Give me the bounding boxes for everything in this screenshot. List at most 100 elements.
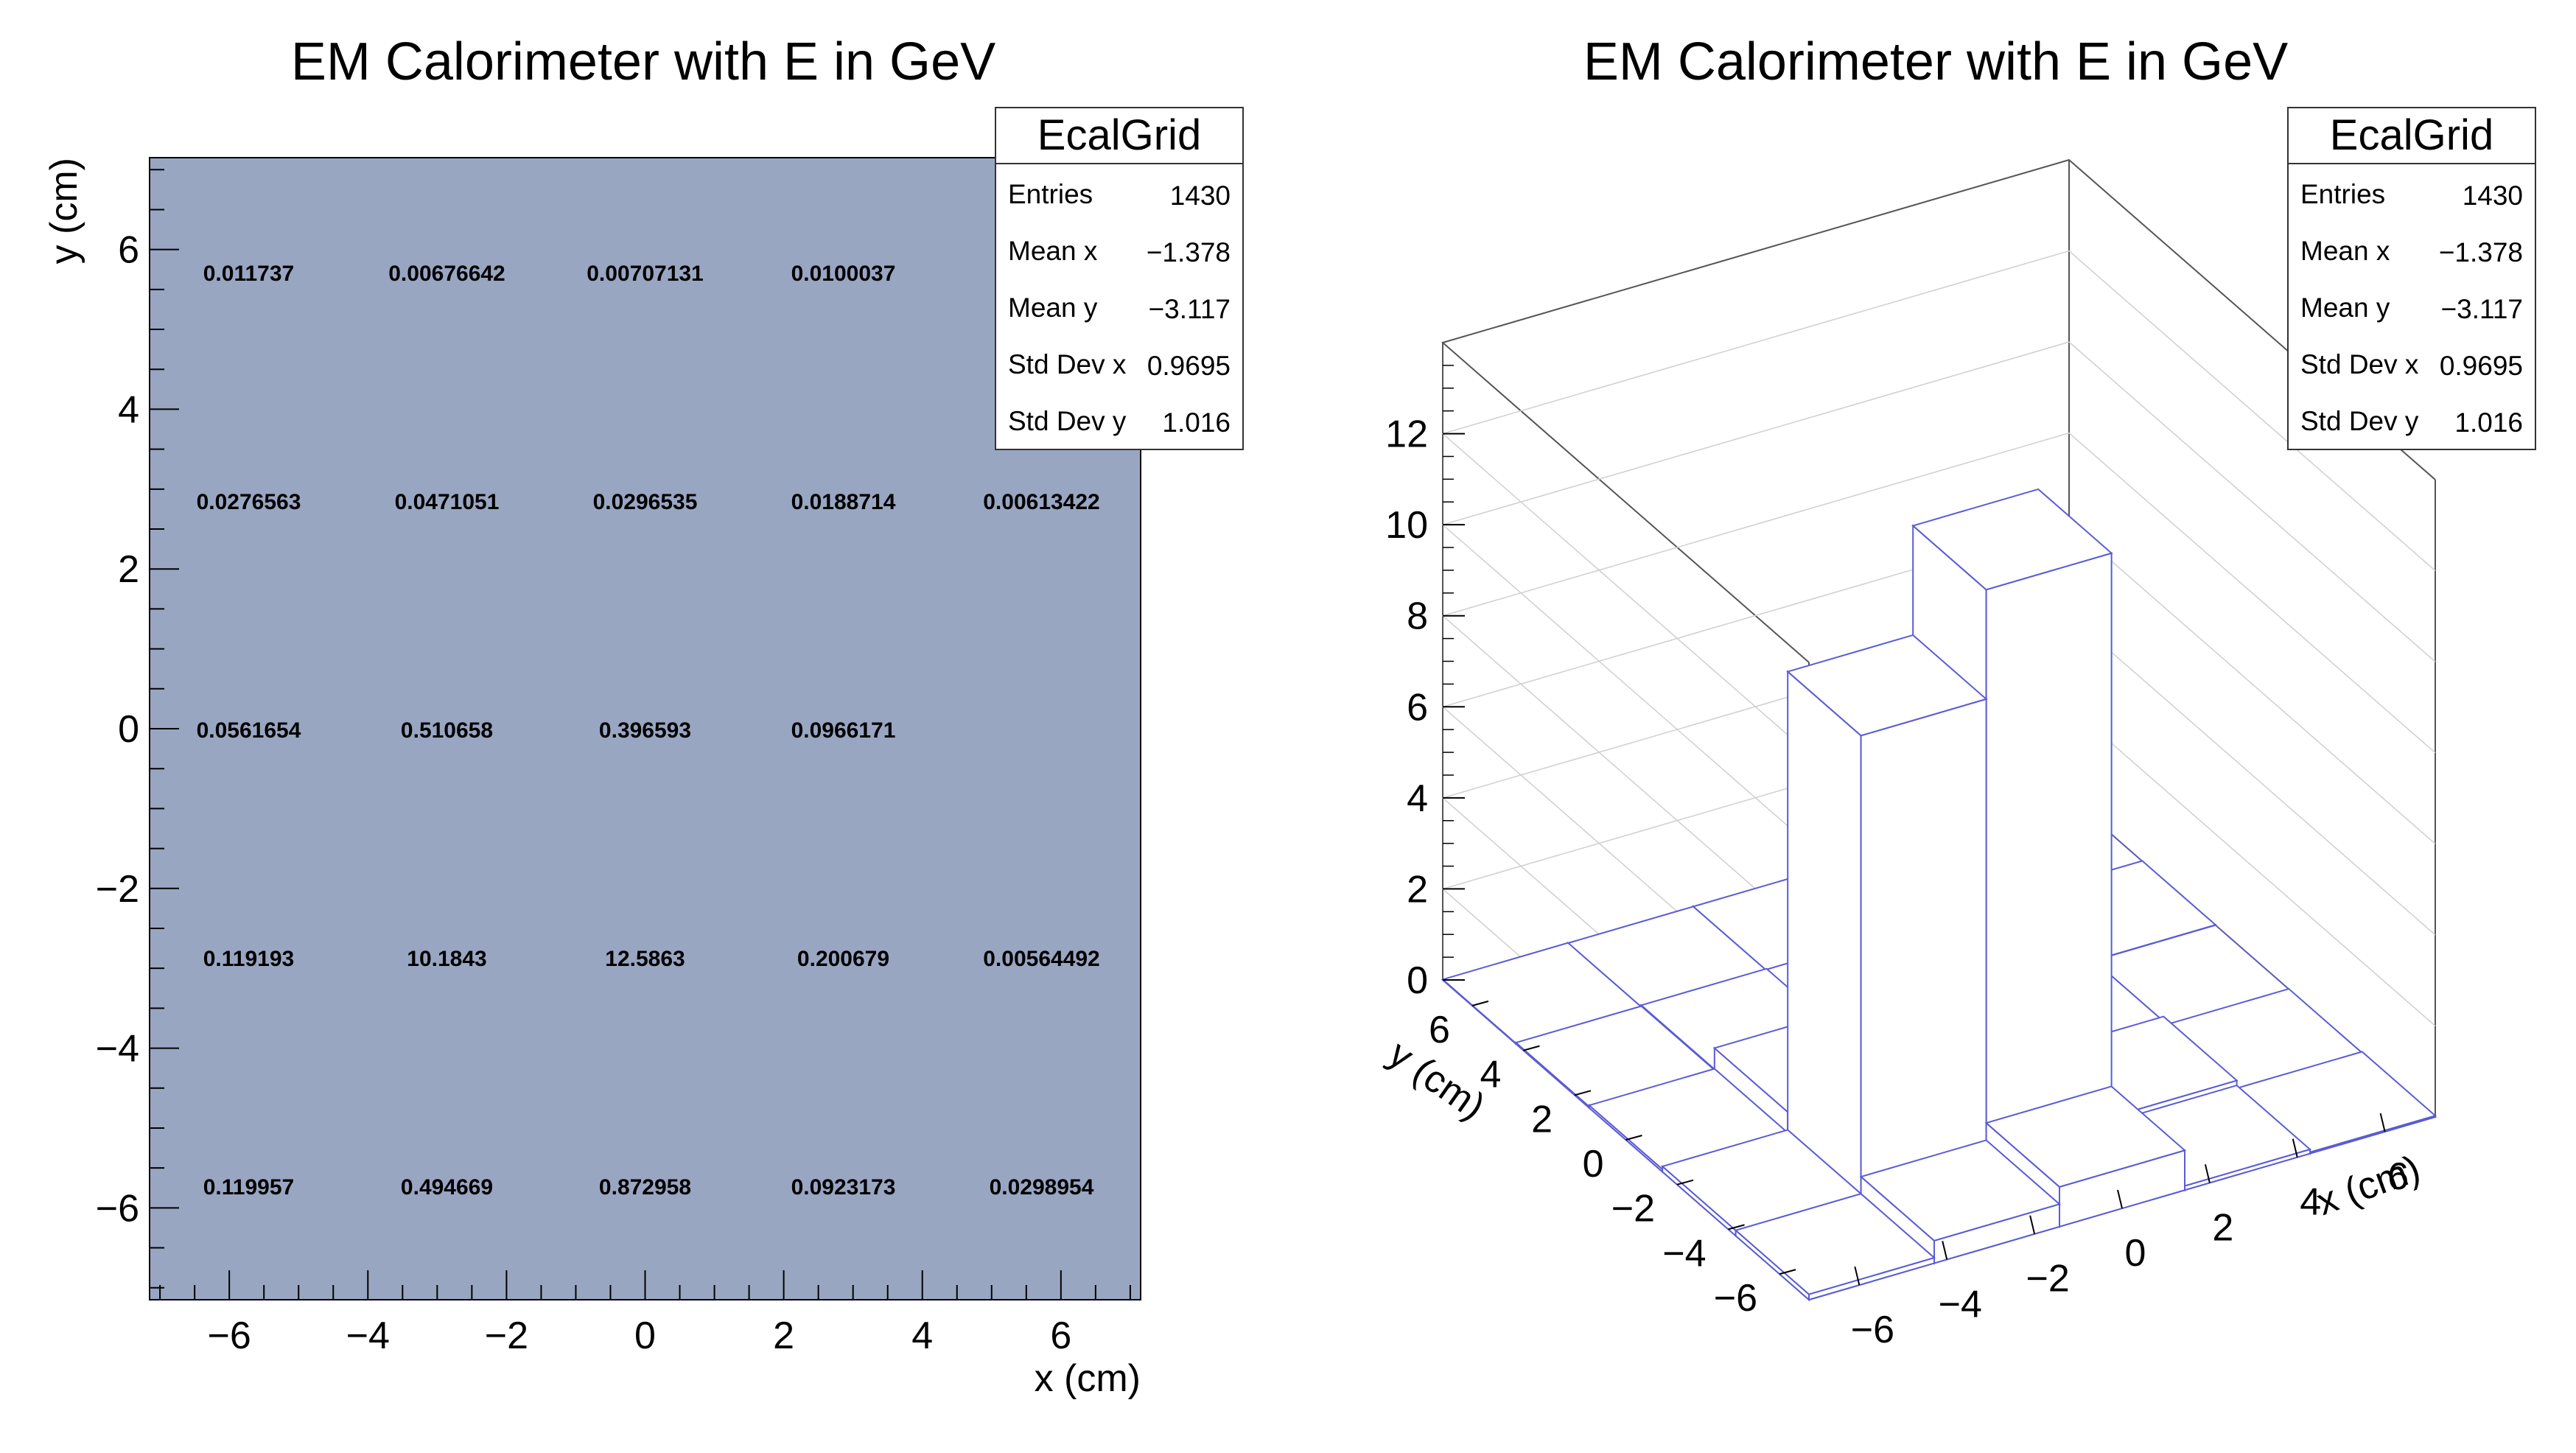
stats-value: 0.9695: [1147, 351, 1231, 381]
heatmap-cell-label: 0.872958: [599, 1175, 691, 1200]
lego-y-tick: [1523, 1045, 1540, 1051]
lego-y-tick-label: −4: [1662, 1232, 1706, 1275]
stats-row-mean-x: Mean x −1.378: [2289, 221, 2535, 278]
stats-value: 1430: [1169, 181, 1231, 211]
lego-x-tick: [1854, 1266, 1861, 1286]
heatmap-cell-label: 0.396593: [599, 718, 691, 743]
heatmap-x-tick-label: −4: [346, 1314, 390, 1357]
heatmap-cell-label: 0.0471051: [395, 490, 500, 514]
stats-row-std-y: Std Dev y 1.016: [996, 391, 1242, 448]
heatmap-cell-label: 10.1843: [407, 947, 486, 971]
heatmap-y-tick-label: −4: [96, 1028, 139, 1071]
stats-box-right: EcalGrid Entries 1430 Mean x −1.378 Mean y…: [2287, 107, 2536, 450]
lego-gridline: [1441, 523, 2436, 1027]
stats-title: EcalGrid: [2289, 108, 2535, 164]
stats-label: Mean y: [1008, 293, 1098, 323]
lego-gridline: [1441, 341, 2436, 845]
stats-value: −3.117: [2440, 294, 2523, 324]
heatmap-cell-label: 0.011737: [203, 262, 294, 286]
lego-z-tick-label: 0: [1407, 959, 1428, 1002]
lego-x-tick: [1942, 1241, 1948, 1260]
heatmap-background: [150, 158, 1141, 1300]
heatmap-y-tick-label: 6: [118, 229, 139, 272]
heatmap-x-tick-label: 6: [1050, 1314, 1071, 1357]
heatmap-y-tick-label: 0: [118, 708, 139, 751]
lego-z-tick-label: 6: [1407, 686, 1428, 729]
heatmap-x-tick-label: 0: [634, 1314, 656, 1357]
stats-row-std-y: Std Dev y 1.016: [2289, 391, 2535, 448]
stats-row-entries: Entries 1430: [996, 164, 1242, 221]
heatmap-cell-label: 0.0100037: [791, 262, 896, 286]
stats-label: Std Dev x: [2300, 349, 2419, 379]
lego-x-axis-label: x (cm): [2311, 1147, 2426, 1224]
heatmap-cell-label: 0.00564492: [983, 947, 1100, 971]
lego-x-tick-label: 6: [2387, 1155, 2409, 1198]
lego-x-tick-label: 2: [2212, 1206, 2233, 1249]
lego-bar-front: [1985, 552, 2113, 1164]
heatmap-y-tick-label: −6: [96, 1187, 139, 1230]
lego-bar-side: [1787, 670, 1862, 1201]
stats-label: Entries: [2300, 179, 2386, 209]
lego-z-tick-label: 4: [1407, 777, 1428, 820]
stats-label: Mean x: [1008, 236, 1098, 266]
stats-value: 0.9695: [2439, 351, 2523, 381]
stats-label: Std Dev x: [1008, 349, 1127, 379]
lego-y-tick: [1676, 1179, 1694, 1186]
lego-x-tick: [2379, 1113, 2386, 1132]
heatmap-cell-label: 0.0296535: [593, 490, 698, 514]
heatmap-axes: −6 −6 −4 −4 −2 −2 0 0 2 2 4 4 6 6: [96, 157, 1141, 1357]
lego-z-tick-label: 12: [1385, 413, 1428, 456]
heatmap-y-axis-label: y (cm): [43, 158, 85, 264]
lego-y-tick-label: 0: [1583, 1143, 1604, 1186]
lego-x-tick-label: 0: [2125, 1232, 2146, 1275]
stats-row-mean-y: Mean y −3.117: [996, 278, 1242, 335]
lego-x-tick: [2029, 1215, 2036, 1234]
lego-y-tick: [1728, 1224, 1745, 1230]
heatmap-cells: 0.011737 0.00676642 0.00707131 0.0100037 0.0…: [150, 158, 1141, 1300]
heatmap-cell-label: 0.510658: [401, 718, 493, 743]
heatmap-cell-label: 0.0188714: [791, 490, 896, 514]
stats-value: −3.117: [1148, 294, 1231, 324]
stats-label: Entries: [1008, 179, 1093, 209]
heatmap-x-axis-label: x (cm): [1035, 1357, 1141, 1400]
lego-bar-top: [1984, 1085, 2187, 1188]
lego-x-tick: [2292, 1138, 2298, 1158]
stats-box-left: EcalGrid Entries 1430 Mean x −1.378 Mean y…: [995, 107, 1244, 450]
lego-back-top-edge: [1441, 158, 2436, 663]
lego-panel: EM Calorimeter with E in GeV 024681012−6…: [1381, 32, 2437, 1351]
heatmap-x-tick-label: −2: [485, 1314, 528, 1357]
lego-y-tick-label: 6: [1429, 1009, 1450, 1051]
heatmap-cell-label: 0.0276563: [197, 490, 301, 514]
lego-y-tick: [1574, 1090, 1592, 1096]
heatmap-cell-label: 0.00613422: [983, 490, 1100, 514]
stats-label: Std Dev y: [2300, 406, 2419, 436]
lego-bar-top: [1786, 634, 1988, 737]
lego-gridline: [1441, 432, 2436, 936]
heatmap-x-tick-label: −6: [208, 1314, 251, 1357]
heatmap-panel: EM Calorimeter with E in GeV 0.011737 0.0…: [43, 32, 1141, 1400]
stats-value: 1430: [2462, 181, 2523, 211]
stats-label: Mean x: [2300, 236, 2390, 266]
lego-y-tick: [1471, 1000, 1489, 1006]
lego-z-tick-label: 8: [1407, 595, 1428, 638]
heatmap-cell-label: 0.00707131: [587, 262, 704, 286]
lego-y-tick-label: −2: [1611, 1188, 1655, 1230]
stats-value: 1.016: [2454, 407, 2523, 438]
heatmap-x-tick-label: 2: [773, 1314, 794, 1357]
stats-title: EcalGrid: [996, 108, 1242, 164]
stats-label: Std Dev y: [1008, 406, 1127, 436]
heatmap-cell-label: 0.0966171: [791, 718, 896, 743]
lego-y-tick-label: 4: [1480, 1054, 1502, 1096]
heatmap-cell-label: 0.119957: [203, 1175, 294, 1200]
heatmap-cell-label: 0.00676642: [388, 262, 505, 286]
lego-y-tick-label: 2: [1531, 1098, 1553, 1141]
heatmap-title: EM Calorimeter with E in GeV: [291, 32, 995, 91]
lego-x-tick: [2117, 1189, 2123, 1209]
stats-row-mean-y: Mean y −3.117: [2289, 278, 2535, 335]
lego-bar-top: [1911, 488, 2113, 591]
heatmap-x-tick-label: 4: [911, 1314, 933, 1357]
heatmap-y-tick-label: 2: [118, 548, 139, 591]
lego-bar-front: [1860, 698, 1987, 1200]
lego-bar-top: [1859, 1139, 2062, 1242]
lego-bars: [1441, 488, 2437, 1302]
